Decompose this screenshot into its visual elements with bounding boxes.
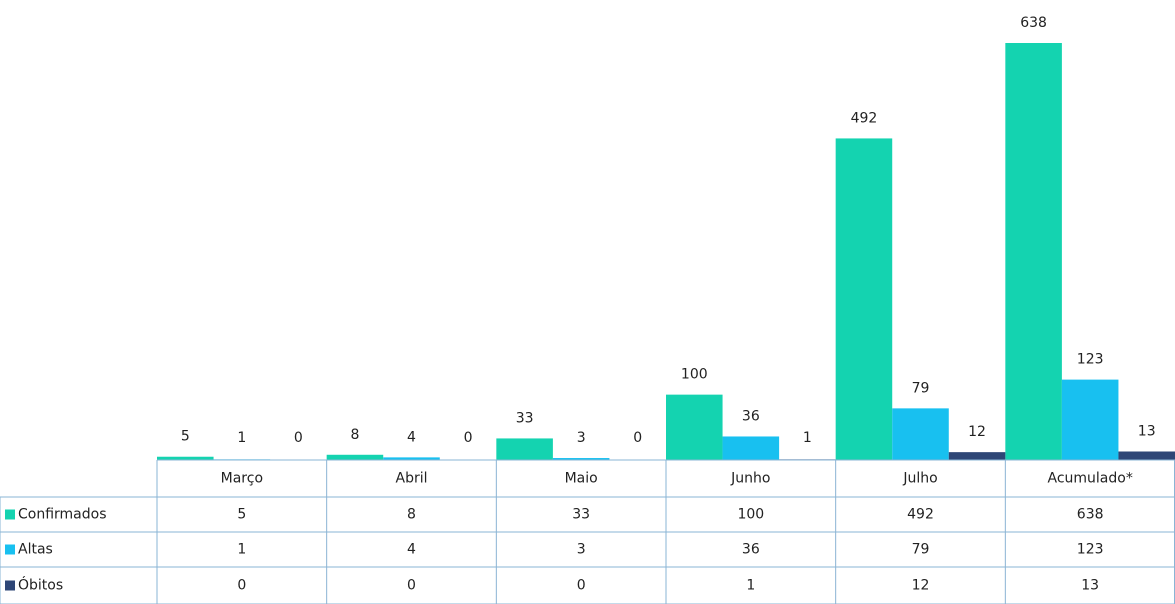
x-tick-label: Maio (565, 471, 598, 487)
data-label: 0 (633, 430, 642, 446)
data-label: 13 (1138, 424, 1156, 440)
table-cell: 0 (237, 578, 246, 594)
data-label: 3 (577, 430, 586, 446)
data-label: 492 (851, 110, 878, 126)
table-cell: 100 (737, 507, 764, 523)
bar (722, 436, 780, 460)
legend-swatch (5, 580, 15, 591)
legend-label: Confirmados (18, 507, 107, 523)
bar (835, 138, 893, 460)
bar (1005, 43, 1062, 460)
table-cell: 0 (577, 578, 586, 594)
table-cell: 36 (742, 542, 760, 558)
data-label: 0 (464, 430, 473, 446)
data-label: 0 (294, 430, 303, 446)
table-cell: 33 (572, 507, 590, 523)
legend-swatch (5, 544, 15, 555)
bar (948, 452, 1006, 460)
table-cell: 5 (237, 507, 246, 523)
legend-label: Altas (18, 542, 53, 558)
x-tick-label: Abril (396, 471, 428, 487)
table-cell: 79 (912, 542, 930, 558)
bar (1061, 379, 1119, 460)
data-label: 33 (516, 410, 534, 426)
data-label: 12 (968, 424, 986, 440)
legend-label: Óbitos (18, 576, 63, 594)
data-label: 638 (1020, 15, 1047, 31)
x-tick-label: Junho (730, 471, 770, 487)
table-cell: 8 (407, 507, 416, 523)
data-label: 100 (681, 367, 708, 383)
table-cell: 638 (1077, 507, 1104, 523)
data-label: 1 (237, 430, 246, 446)
bar (892, 408, 949, 460)
legend-swatch (5, 509, 15, 520)
bar (496, 438, 553, 460)
table-cell: 1 (237, 542, 246, 558)
data-label: 8 (350, 427, 359, 443)
table-cell: 3 (577, 542, 586, 558)
x-tick-label: Março (221, 471, 263, 487)
bar (1118, 451, 1175, 460)
data-label: 123 (1077, 352, 1104, 368)
x-tick-label: Julho (902, 471, 937, 487)
table-cell: 0 (407, 578, 416, 594)
data-label: 36 (742, 408, 760, 424)
bar (326, 454, 384, 460)
data-label: 79 (912, 380, 930, 396)
data-label: 5 (181, 429, 190, 445)
bar (666, 394, 723, 460)
data-label: 1 (803, 430, 812, 446)
table-cell: 4 (407, 542, 416, 558)
data-label: 4 (407, 429, 416, 445)
bar (157, 456, 214, 460)
table-cell: 123 (1077, 542, 1104, 558)
x-tick-label: Acumulado* (1047, 471, 1132, 487)
table-cell: 492 (907, 507, 934, 523)
bar (383, 457, 440, 460)
bar (552, 458, 610, 460)
table-cell: 13 (1081, 578, 1099, 594)
table-cell: 12 (912, 578, 930, 594)
table-cell: 1 (746, 578, 755, 594)
